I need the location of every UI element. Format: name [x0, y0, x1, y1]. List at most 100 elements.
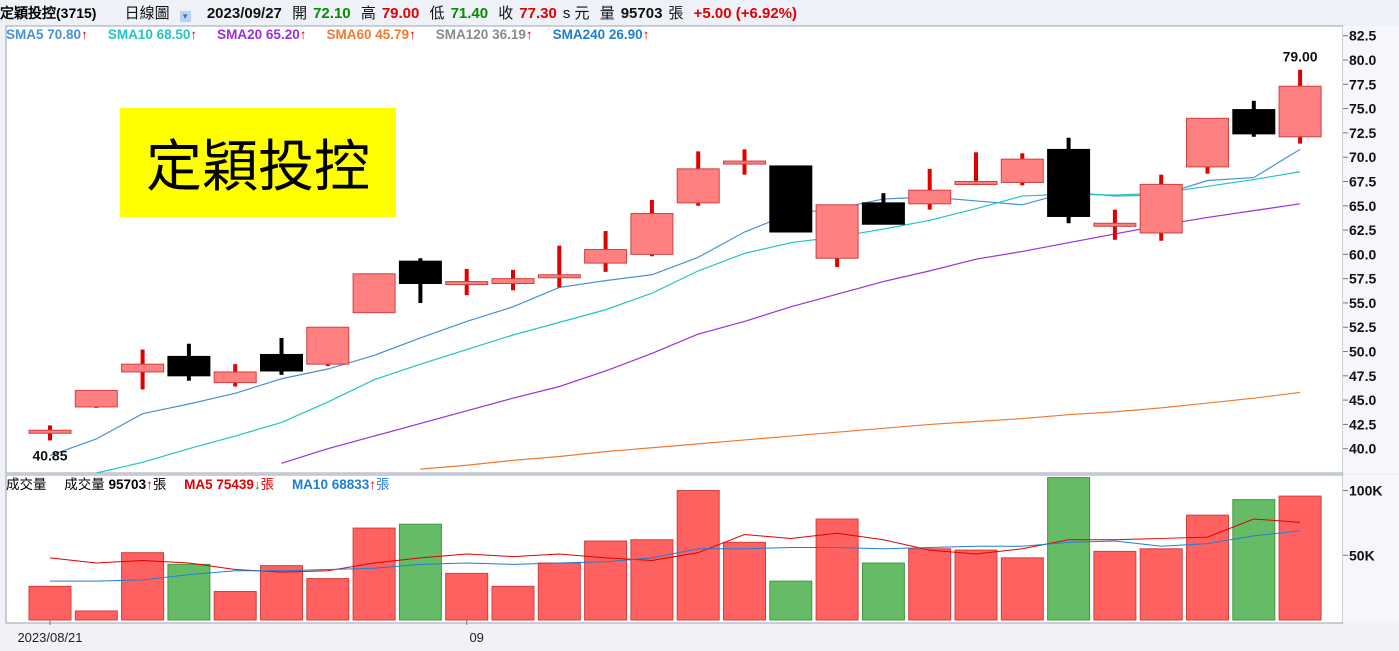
candle — [1047, 137, 1091, 224]
candle — [954, 152, 998, 185]
price-tick-label: 50.0 — [1349, 344, 1376, 360]
candle-body — [908, 189, 952, 205]
sma-legend-value: 70.80 — [47, 27, 82, 42]
volume-tick-label: 50K — [1349, 547, 1375, 563]
price-tick-label: 45.0 — [1349, 392, 1376, 408]
candle-body — [213, 371, 257, 384]
candle — [723, 149, 766, 175]
price-change: +5.00 (+6.92%) — [693, 5, 798, 22]
sma-legend-name: SMA240 — [552, 27, 609, 42]
candle-body — [260, 353, 303, 372]
price-tick-label: 52.5 — [1349, 319, 1376, 335]
price-tick-label: 82.5 — [1349, 28, 1376, 44]
vol-value: 95703 — [108, 477, 147, 492]
candle-body — [352, 273, 396, 314]
volume-bar — [491, 585, 535, 621]
sma-legend: SMA5 70.80↑ SMA10 68.50↑ SMA20 65.20↑ SMA60… — [6, 26, 669, 44]
stock-name-badge: 定穎投控 — [120, 108, 396, 217]
ma5-arrow-icon: ↓ — [253, 477, 261, 492]
volume-bar — [815, 518, 859, 621]
sma-legend-value: 65.20 — [265, 27, 300, 42]
sma-legend-value: 36.19 — [492, 27, 526, 42]
volume-label: 量 — [599, 5, 615, 22]
sma-legend-name: SMA20 — [217, 27, 266, 42]
volume-ma-lines — [49, 518, 1301, 582]
candle-body — [28, 429, 72, 434]
candle — [537, 245, 581, 288]
sma-lines — [49, 148, 1301, 474]
candle — [630, 199, 674, 257]
volume-bar — [1139, 548, 1183, 621]
low-label: 低 — [429, 5, 445, 22]
ma10-name: MA10 — [291, 477, 328, 492]
candle — [1093, 209, 1137, 240]
volume-panel-label: 成交量 — [6, 477, 47, 492]
volume-bar — [167, 563, 211, 621]
price-tick-label: 42.5 — [1349, 416, 1376, 432]
volume-bar — [445, 572, 489, 621]
time-tick-label: 2023/08/21 — [17, 630, 82, 645]
price-tick-label: 47.5 — [1349, 368, 1376, 384]
candle — [28, 425, 72, 441]
ma5-name: MA5 — [184, 477, 213, 492]
candle-body — [445, 281, 489, 286]
candle — [1232, 100, 1276, 137]
candle — [260, 337, 303, 375]
time-axis: 2023/08/21 09 — [17, 620, 484, 645]
volume-bar — [630, 539, 674, 621]
candle — [1278, 69, 1322, 144]
volume-axis-panel — [1343, 475, 1399, 623]
period-label: 日線圖 — [124, 5, 170, 22]
candle — [1000, 153, 1044, 186]
volume-value: 95703 — [620, 5, 663, 22]
volume-bar — [1232, 499, 1276, 621]
high-label: 高 — [360, 5, 376, 22]
candle-body — [1232, 109, 1276, 135]
volume-bar — [1186, 514, 1229, 621]
candle — [908, 168, 952, 210]
price-axis-panel — [1343, 26, 1399, 473]
price-tick-label: 70.0 — [1349, 149, 1376, 165]
candle — [213, 364, 257, 387]
volume-bar — [908, 548, 952, 621]
price-tick-label: 62.5 — [1349, 222, 1376, 238]
candle-body — [1047, 148, 1091, 217]
candle-body — [723, 160, 766, 165]
candle — [815, 204, 859, 267]
volume-bar — [723, 541, 766, 621]
up-arrow-icon: ↑ — [299, 27, 307, 42]
candle-body — [167, 355, 211, 377]
candle — [1186, 117, 1229, 174]
candle — [121, 349, 165, 390]
low-value: 71.40 — [450, 5, 489, 22]
price-tick-label: 77.5 — [1349, 76, 1376, 92]
candle-body — [121, 363, 165, 373]
price-tick-label: 55.0 — [1349, 295, 1376, 311]
volume-bar — [769, 580, 813, 621]
vol-unit: 張 — [152, 477, 167, 492]
ma10-value: 68833 — [331, 477, 370, 492]
candle-body — [74, 389, 118, 408]
volume-bar — [121, 552, 165, 621]
period-selector[interactable]: 日線圖 ▾ — [125, 5, 197, 22]
volume-bar — [537, 562, 581, 621]
candle-body — [1093, 222, 1137, 227]
volume-bar — [28, 585, 72, 621]
volume-bar — [1093, 550, 1137, 621]
volume-bar — [398, 523, 442, 621]
time-tick-label: 09 — [469, 630, 483, 645]
vol-arrow-icon: ↑ — [146, 477, 153, 492]
volume-bar — [1047, 477, 1091, 621]
dropdown-icon[interactable]: ▾ — [179, 11, 191, 22]
candle — [398, 258, 442, 303]
ma5-unit: 張 — [260, 477, 275, 492]
price-tick-label: 57.5 — [1349, 271, 1376, 287]
sma-legend-name: SMA5 — [6, 27, 48, 42]
ma5-value: 75439 — [216, 477, 254, 492]
high-value: 79.00 — [381, 5, 420, 22]
candle — [167, 343, 211, 381]
candle-body — [769, 165, 813, 233]
sma-legend-value: 45.79 — [375, 27, 410, 42]
price-tick-label: 65.0 — [1349, 198, 1376, 214]
